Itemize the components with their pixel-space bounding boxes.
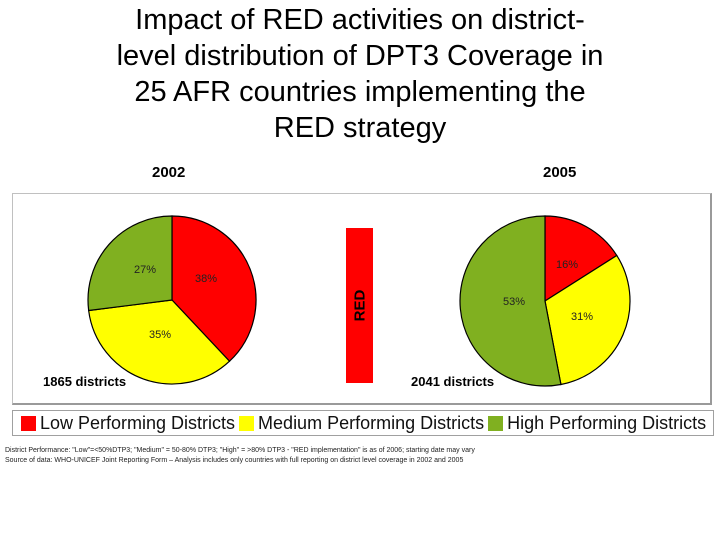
title-line: RED strategy: [273, 112, 447, 144]
pie-2002-title: 2002: [152, 164, 186, 181]
legend-label-low: Low Performing Districts: [40, 412, 236, 433]
title-line: 25 AFR countries implementing the: [134, 76, 586, 108]
red-divider: [346, 228, 373, 383]
legend-label-high: High Performing Districts: [507, 412, 707, 433]
legend: Low Performing Districts Medium Performi…: [12, 410, 714, 436]
legend-label-medium: Medium Performing Districts: [258, 412, 485, 433]
red-divider-label: RED: [351, 289, 369, 322]
legend-item-high: High Performing Districts: [488, 413, 706, 434]
title-line: level distribution of DPT3 Coverage in: [116, 40, 604, 72]
pie-2002-caption: 1865 districts: [43, 374, 127, 389]
legend-item-medium: Medium Performing Districts: [239, 413, 484, 434]
legend-swatch-medium: [239, 415, 255, 431]
legend-swatch-high: [488, 415, 504, 431]
title-line: Impact of RED activities on district-: [135, 4, 585, 36]
page-title: Impact of RED activities on district- le…: [40, 2, 680, 146]
footnote-source: Source of data: WHO-UNICEF Joint Reporti…: [5, 457, 464, 464]
red-divider-label-wrap: RED: [346, 228, 373, 383]
legend-swatch-low: [21, 415, 36, 431]
pie-2005-title: 2005: [543, 164, 577, 181]
pie-2005-caption: 2041 districts: [411, 374, 495, 389]
footnote-definitions: District Performance: "Low"=<50%DTP3; "M…: [5, 447, 475, 454]
legend-item-low: Low Performing Districts: [21, 413, 235, 434]
